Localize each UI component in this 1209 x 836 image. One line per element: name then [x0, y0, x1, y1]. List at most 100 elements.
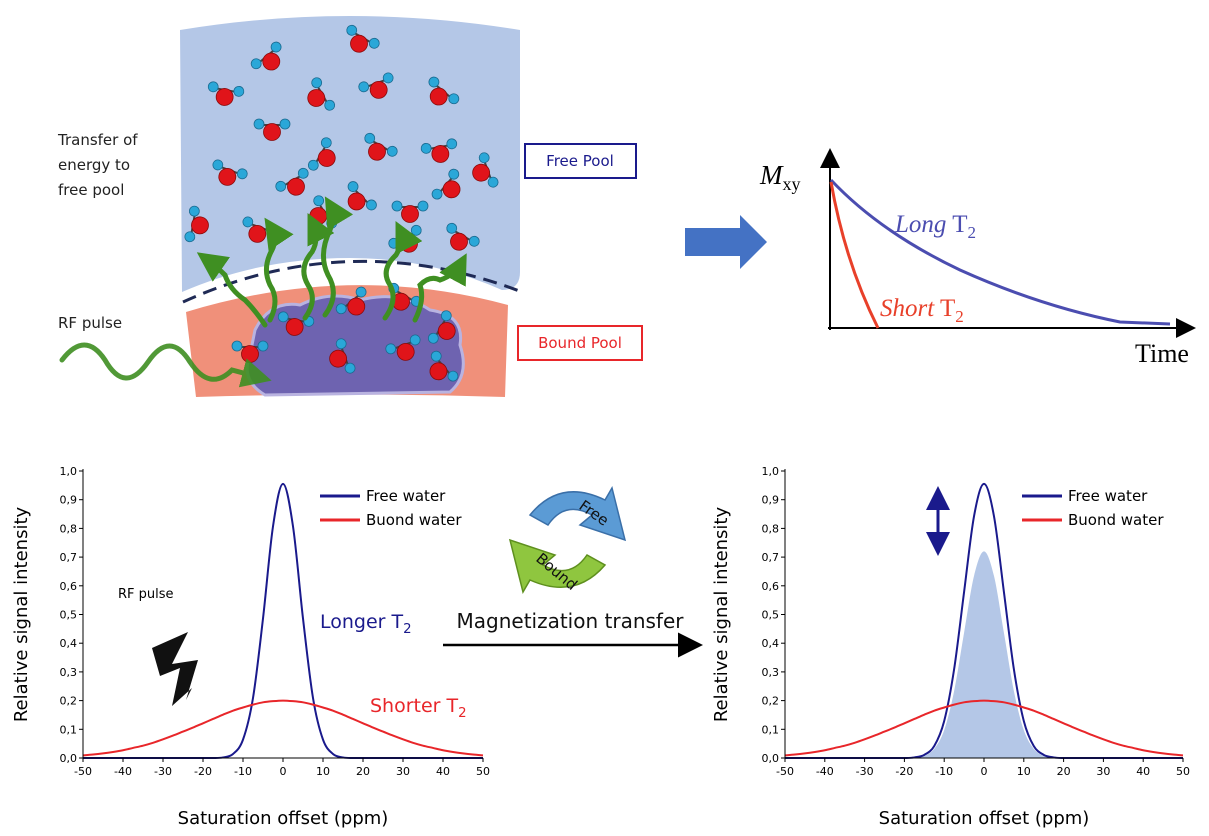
hydrogen — [440, 310, 452, 322]
y-tick-label: 0,3 — [60, 666, 78, 679]
x-tick-label: -40 — [114, 765, 132, 778]
water-molecule — [335, 286, 367, 316]
y-tick-label: 1,0 — [762, 465, 780, 478]
x-tick-label: -30 — [856, 765, 874, 778]
line — [82, 699, 484, 757]
mt-illustration: Transfer of energy to free pool RF pulse… — [57, 16, 643, 397]
annotation: RF pulse — [118, 587, 174, 602]
lightning-bolt — [152, 632, 198, 706]
oxygen — [368, 142, 386, 161]
hydrogen — [420, 142, 432, 154]
hydrogen — [391, 200, 403, 212]
water-molecules — [184, 24, 499, 382]
transfer-label: Transfer of energy to free pool — [57, 131, 142, 199]
hydrogen — [431, 188, 443, 200]
y-tick-label: 0,3 — [762, 666, 780, 679]
hydrogen — [430, 350, 442, 362]
hydrogen — [335, 303, 347, 315]
oxygen — [429, 87, 448, 106]
water-molecule — [420, 138, 458, 163]
x-tick-label: 50 — [476, 765, 490, 778]
y-tick-label: 0,7 — [762, 551, 780, 564]
annotation: Shorter T2 — [370, 695, 467, 721]
hydrogen — [427, 332, 439, 344]
hydrogen — [446, 222, 458, 234]
water-molecule — [385, 334, 421, 361]
y-tick-label: 0,0 — [762, 752, 780, 765]
bound-pool-box — [517, 325, 643, 361]
x-tick-label: -50 — [776, 765, 794, 778]
chart: 0,0 0,1 0,2 0,3 0,4 0,5 0,6 0,7 0,8 0,9 1,0 -50 -40 -… — [11, 465, 490, 829]
hydrogen — [313, 195, 325, 207]
oxygen — [347, 297, 366, 316]
hydrogen — [307, 159, 319, 171]
annotation-text: Shorter T — [370, 695, 459, 717]
free-pool-label: Free Pool — [546, 152, 614, 170]
oxygen — [307, 89, 326, 107]
hydrogen — [347, 181, 359, 192]
oxygen — [369, 80, 388, 99]
oxygen — [241, 345, 259, 363]
long-t2-text: T — [946, 211, 967, 238]
hydrogen — [368, 37, 380, 49]
x-axis-label: Saturation offset (ppm) — [879, 808, 1090, 829]
y-tick-label: 1,0 — [60, 465, 78, 478]
long-t2-italic: Long — [894, 211, 946, 238]
water-molecule — [391, 200, 429, 223]
hydrogen — [478, 152, 490, 164]
rf-pulse-wave — [59, 342, 272, 388]
short-t2-text: T — [934, 295, 955, 322]
flow-arrow — [685, 215, 767, 269]
x-tick-label: 30 — [396, 765, 410, 778]
hydrogen — [236, 168, 248, 180]
oxygen — [287, 177, 305, 196]
water-molecule — [250, 41, 282, 71]
hydrogen — [364, 132, 376, 144]
oxygen — [350, 34, 368, 53]
x-tick-label: 20 — [356, 765, 370, 778]
hydrogen — [320, 137, 332, 149]
x-tick-label: -40 — [816, 765, 834, 778]
transfer-line: Transfer of — [57, 131, 138, 149]
area — [785, 551, 1183, 759]
y-tick-label: 0,6 — [762, 580, 780, 593]
oxygen — [215, 88, 234, 106]
y-tick-label: 0,6 — [60, 580, 78, 593]
water-molecule — [429, 350, 459, 382]
energy-arrow — [382, 221, 423, 321]
hydrogen — [335, 338, 347, 350]
y-tick-label: 0,1 — [60, 723, 78, 736]
energy-arrows — [196, 196, 467, 328]
y-tick-label: 0,2 — [762, 695, 780, 708]
water-molecule — [329, 338, 356, 374]
water-molecule — [428, 76, 460, 106]
x-tick-label: -20 — [194, 765, 212, 778]
long-t2-label: Long T2 — [894, 211, 976, 242]
short-t2-italic: Short — [880, 295, 935, 322]
x-axis-label: Saturation offset (ppm) — [178, 808, 389, 829]
energy-arrow — [301, 213, 335, 321]
y-tick-label: 0,9 — [60, 494, 78, 507]
x-tick-label: 40 — [1136, 765, 1150, 778]
energy-arrow — [321, 196, 354, 318]
hydrogen — [207, 81, 219, 93]
hydrogen — [448, 93, 460, 105]
water-molecule — [253, 118, 291, 141]
short-t2-label: Short T2 — [880, 295, 964, 326]
water-molecule — [364, 132, 398, 161]
y-tick-label: 0,8 — [762, 522, 780, 535]
annotation-sub: 2 — [403, 622, 411, 637]
oxygen — [329, 349, 348, 368]
hydrogen — [346, 24, 358, 36]
free-pool-region — [180, 16, 520, 292]
hydrogen — [448, 168, 460, 180]
x-tick-label: -10 — [234, 765, 252, 778]
x-tick-label: -10 — [935, 765, 953, 778]
oxygen — [285, 318, 304, 336]
long-t2-curve — [829, 178, 1171, 326]
mxy-sub: xy — [783, 174, 801, 194]
oxygen — [317, 149, 336, 167]
annotation-sub: 2 — [458, 706, 466, 721]
y-tick-label: 0,9 — [762, 494, 780, 507]
